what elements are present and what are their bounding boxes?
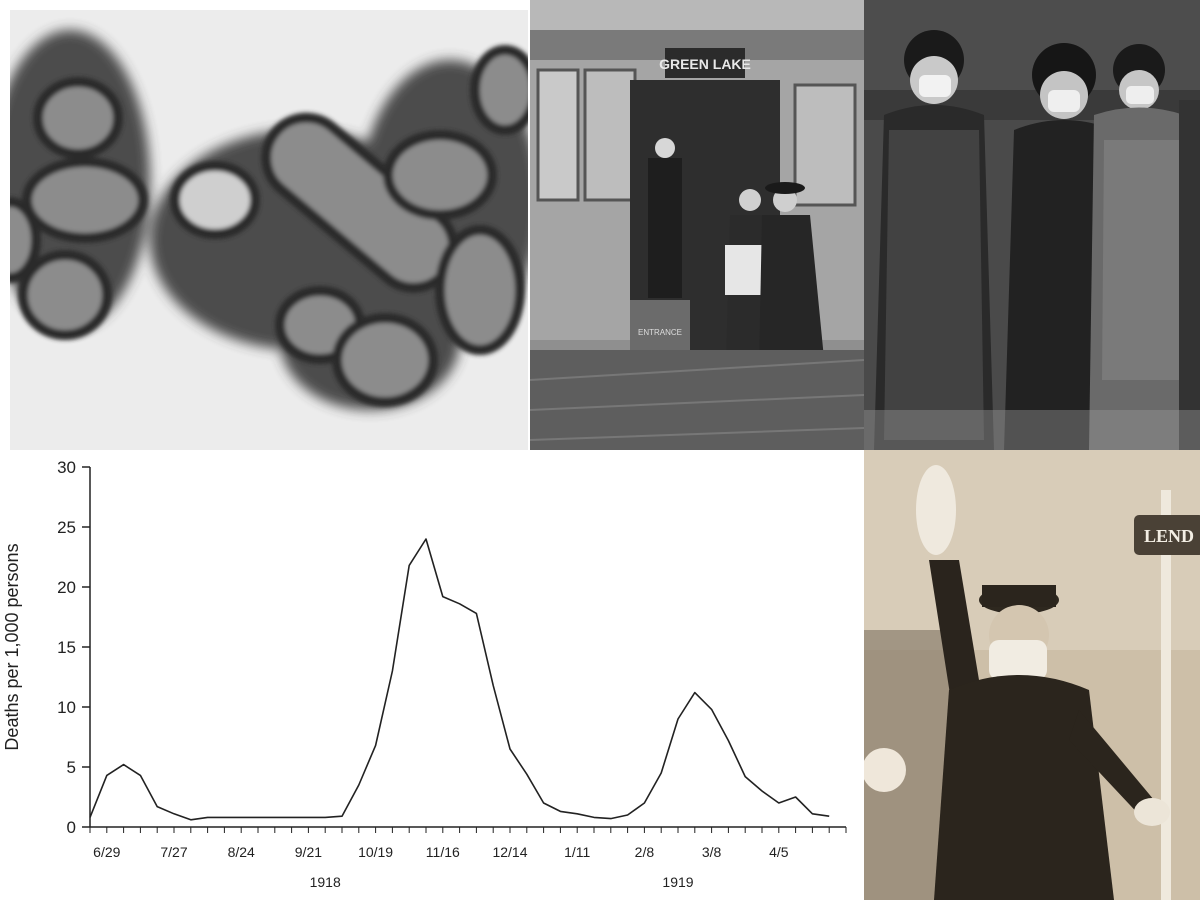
year-labels: 1918 1919 — [310, 874, 694, 890]
y-tick-label: 0 — [67, 818, 76, 837]
x-ticks: 6/29 7/27 8/24 9/21 10/19 11/16 12/14 1/11 2/8 3/… — [89, 827, 847, 860]
y-tick-label: 30 — [57, 458, 76, 477]
x-tick-label: 3/8 — [702, 844, 722, 860]
chart-canvas: Deaths per 1,000 persons 0 5 10 15 20 25 30 6/… — [2, 458, 847, 890]
plot-area — [89, 538, 830, 821]
x-tick-label: 1/11 — [564, 844, 590, 860]
x-tick-label: 7/27 — [160, 844, 187, 860]
tram-destination-sign: GREEN LAKE — [659, 56, 751, 72]
y-tick-label: 10 — [57, 698, 76, 717]
x-tick-label: 10/19 — [358, 844, 393, 860]
x-tick-label: 9/21 — [295, 844, 322, 860]
tram-entrance-sign: ENTRANCE — [638, 328, 682, 337]
x-tick-label: 4/5 — [769, 844, 789, 860]
y-ticks: 0 5 10 15 20 25 30 — [57, 458, 90, 837]
x-tick-label: 2/8 — [635, 844, 655, 860]
x-tick-label: 6/29 — [93, 844, 120, 860]
traffic-officer-photo: LEND — [864, 450, 1200, 900]
mortality-series-line — [89, 538, 830, 821]
virus-micrograph-photo — [10, 10, 528, 453]
x-tick-label: 8/24 — [228, 844, 255, 860]
y-axis-label: Deaths per 1,000 persons — [2, 543, 22, 750]
chart-axes — [89, 467, 846, 828]
y-tick-label: 25 — [57, 518, 76, 537]
y-tick-label: 15 — [57, 638, 76, 657]
x-tick-label: 11/16 — [426, 844, 460, 860]
mortality-chart: Deaths per 1,000 persons 0 5 10 15 20 25 30 6/… — [0, 450, 864, 900]
year-label: 1919 — [662, 874, 693, 890]
y-tick-label: 20 — [57, 578, 76, 597]
masked-women-photo — [864, 0, 1200, 450]
year-label: 1918 — [310, 874, 341, 890]
streetcar-photo: GREEN LAKE ENTRANCE — [530, 0, 864, 450]
x-tick-label: 12/14 — [492, 844, 527, 860]
street-sign-text: LEND — [1144, 526, 1194, 546]
y-tick-label: 5 — [67, 758, 76, 777]
